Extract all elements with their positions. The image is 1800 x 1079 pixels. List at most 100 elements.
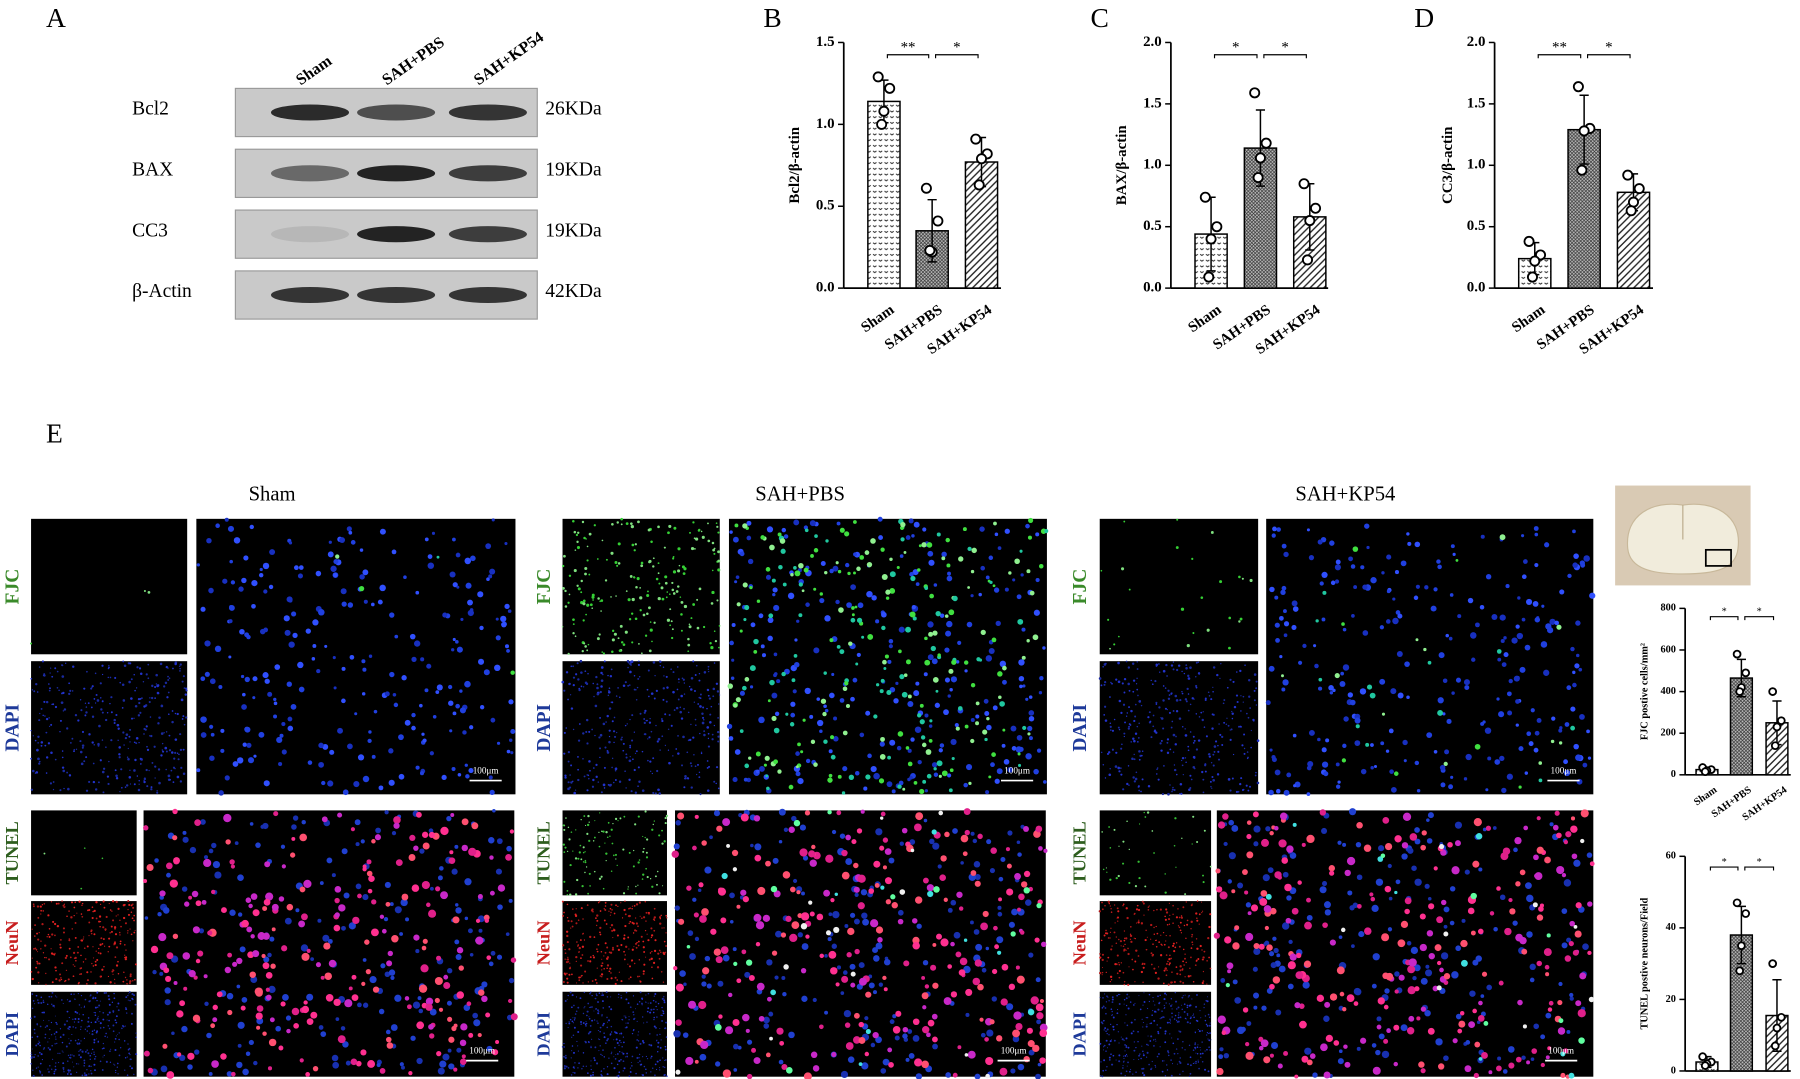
cell (631, 1055, 634, 1058)
cell (1180, 759, 1183, 762)
cell (45, 983, 47, 986)
cell (661, 735, 664, 738)
cell (35, 683, 38, 686)
blot-band (448, 165, 527, 182)
cell (746, 777, 751, 783)
cell (577, 587, 581, 591)
cell (182, 830, 187, 835)
cell (455, 903, 459, 907)
cell (712, 687, 716, 691)
cell (1193, 767, 1196, 770)
error-bar (1772, 978, 1782, 1053)
cell (74, 922, 77, 924)
cell (110, 696, 113, 699)
cell (717, 531, 720, 534)
cell (965, 763, 973, 771)
cell-layer (43, 847, 104, 890)
cell (71, 1054, 73, 1056)
cell (645, 994, 647, 996)
cell (1136, 725, 1139, 728)
cell (598, 900, 601, 903)
cell (568, 973, 571, 976)
cell (66, 727, 69, 730)
cell (778, 808, 786, 816)
blot-band (448, 226, 527, 243)
cell (69, 1000, 71, 1003)
cell (561, 1045, 564, 1048)
cell (47, 742, 51, 745)
cell (999, 660, 1007, 668)
cell (74, 1018, 77, 1021)
cell (993, 587, 1000, 593)
cell (287, 725, 294, 732)
cell (40, 948, 42, 950)
cell (1136, 688, 1139, 691)
data-point (1578, 125, 1590, 137)
cell (120, 925, 122, 928)
cell (90, 706, 93, 709)
cell (1329, 540, 1335, 546)
cell (182, 675, 185, 678)
cell (40, 1053, 43, 1056)
cell (241, 919, 249, 928)
cell (631, 714, 634, 717)
cell (668, 761, 671, 765)
cell (108, 945, 111, 948)
cell (1334, 579, 1340, 584)
cell (564, 605, 568, 608)
cell (38, 1040, 40, 1042)
significance-label: * (1757, 606, 1762, 617)
cell (393, 822, 400, 829)
cell (182, 748, 185, 751)
cell (1255, 771, 1257, 774)
cell (94, 788, 98, 791)
cell (1149, 720, 1152, 723)
cell (384, 881, 391, 889)
cell (639, 980, 642, 983)
cell (1308, 729, 1315, 736)
cell (91, 1030, 94, 1032)
cell (1500, 639, 1505, 644)
cell (986, 716, 990, 721)
cell (907, 694, 912, 699)
cell (562, 980, 565, 984)
cell (1034, 937, 1040, 943)
cell (1323, 771, 1329, 777)
cell (1167, 792, 1170, 796)
cell (623, 1015, 625, 1017)
cell (1150, 736, 1153, 739)
cell (677, 585, 680, 588)
cell (756, 982, 765, 991)
cell (991, 996, 997, 1002)
cell (70, 741, 72, 744)
cell (730, 676, 735, 681)
cell (790, 712, 796, 718)
cell (1229, 678, 1232, 681)
cell (1355, 724, 1360, 729)
cell (648, 649, 652, 653)
cell (432, 714, 437, 719)
cell (428, 1023, 434, 1030)
cell (740, 813, 749, 822)
cell (1573, 743, 1579, 750)
cell (76, 912, 78, 914)
cell (468, 847, 477, 856)
cell (594, 1046, 597, 1049)
cell (603, 1056, 605, 1058)
cell (665, 1059, 667, 1061)
cell (603, 1068, 605, 1070)
cell (652, 999, 655, 1002)
cell (747, 558, 754, 565)
cell (563, 972, 566, 975)
cell (310, 957, 314, 961)
cell (129, 928, 131, 930)
cell (1115, 876, 1118, 880)
cell (1155, 665, 1158, 667)
cell (47, 1047, 50, 1049)
cell (124, 736, 128, 740)
cell (570, 920, 573, 923)
cell (1212, 666, 1216, 669)
cell (79, 750, 83, 754)
cell (135, 1036, 137, 1039)
cell (622, 1019, 624, 1021)
